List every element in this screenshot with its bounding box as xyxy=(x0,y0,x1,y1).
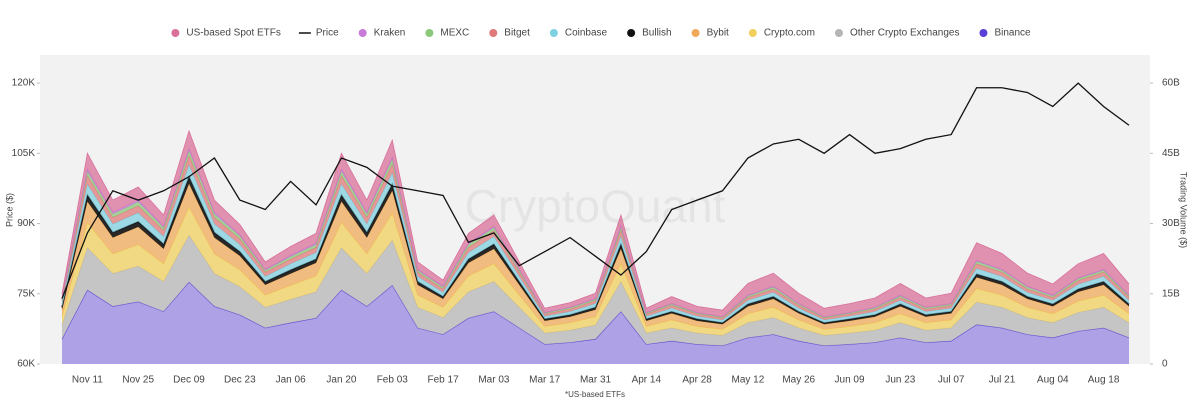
legend-label: Binance xyxy=(994,28,1031,39)
legend-item: Coinbase xyxy=(549,28,608,39)
legend-swatch xyxy=(425,29,434,37)
x-tick-label: Mar 17 xyxy=(529,375,561,386)
x-tick-label: Apr 28 xyxy=(682,375,712,386)
legend: US-based Spot ETFs Price Kraken MEXC Bitget C… xyxy=(171,28,1031,39)
x-tick-label: Jan 20 xyxy=(326,375,356,386)
x-tick-label: Aug 04 xyxy=(1037,375,1069,386)
legend-label: Kraken xyxy=(374,28,406,39)
legend-label: Coinbase xyxy=(565,28,608,39)
legend-label: Bullish xyxy=(642,28,671,39)
legend-item: Bullish xyxy=(627,28,672,39)
x-tick-label: Mar 31 xyxy=(580,375,612,386)
legend-item: Bitget xyxy=(489,28,530,39)
legend-swatch xyxy=(834,29,843,37)
x-tick-label: Mar 03 xyxy=(478,375,510,386)
y-tick-label: 90K xyxy=(17,218,35,229)
legend-swatch xyxy=(627,29,636,37)
legend-swatch xyxy=(171,29,180,37)
x-tick-label: Feb 03 xyxy=(377,375,409,386)
legend-item: US-based Spot ETFs xyxy=(171,28,281,39)
legend-item: Crypto.com xyxy=(748,28,815,39)
legend-label: Bybit xyxy=(707,28,729,39)
legend-label: Other Crypto Exchanges xyxy=(850,28,960,39)
watermark: CryptoQuant xyxy=(465,180,726,232)
price-line xyxy=(61,82,1130,299)
x-tick-label: May 12 xyxy=(732,375,765,386)
legend-item: Kraken xyxy=(358,28,406,39)
legend-item: Binance xyxy=(979,28,1031,39)
x-tick-label: Feb 17 xyxy=(428,375,460,386)
area-edge xyxy=(61,129,1130,311)
y-tick-label: 75K xyxy=(17,288,35,299)
legend-swatch xyxy=(979,29,988,37)
legend-label: Crypto.com xyxy=(764,28,815,39)
y2-tick-label: 45B xyxy=(1162,148,1180,159)
y-tick-label: 105K xyxy=(12,148,36,159)
y-tick-label: 60K xyxy=(17,359,35,370)
legend-swatch xyxy=(358,29,367,37)
legend-label: Bitget xyxy=(504,28,530,39)
legend-item: Price xyxy=(298,28,339,39)
x-tick-label: Nov 11 xyxy=(72,375,103,386)
y2-axis-title: Trading Volume ($) xyxy=(1179,172,1189,248)
y2-tick-label: 30B xyxy=(1162,218,1180,229)
legend-item: Bybit xyxy=(691,28,729,39)
legend-swatch xyxy=(489,29,498,37)
y2-tick-label: 0 xyxy=(1162,359,1168,370)
x-tick-label: Apr 14 xyxy=(632,375,662,386)
x-tick-label: Nov 25 xyxy=(122,375,154,386)
legend-swatch xyxy=(549,29,558,37)
x-tick-label: Jul 21 xyxy=(989,375,1016,386)
axis-note: *US-based ETFs xyxy=(565,390,625,399)
legend-label: US-based Spot ETFs xyxy=(186,28,280,39)
x-tick-label: Dec 23 xyxy=(224,375,256,386)
legend-swatch xyxy=(691,29,700,37)
legend-label: Price xyxy=(316,28,339,39)
x-tick-label: May 26 xyxy=(782,375,815,386)
x-tick-label: Jul 07 xyxy=(938,375,965,386)
legend-swatch xyxy=(748,29,757,37)
y2-tick-label: 60B xyxy=(1162,78,1180,89)
legend-item: MEXC xyxy=(425,28,469,39)
x-tick-label: Aug 18 xyxy=(1088,375,1120,386)
y2-tick-label: 15B xyxy=(1162,288,1180,299)
y-tick-label: 120K xyxy=(12,78,36,89)
x-tick-label: Jun 09 xyxy=(835,375,865,386)
x-tick-label: Jun 23 xyxy=(885,375,915,386)
x-tick-label: Dec 09 xyxy=(173,375,205,386)
legend-item: Other Crypto Exchanges xyxy=(834,28,960,39)
y-axis-title: Price ($) xyxy=(4,193,14,227)
legend-label: MEXC xyxy=(440,28,469,39)
x-tick-label: Jan 06 xyxy=(276,375,306,386)
